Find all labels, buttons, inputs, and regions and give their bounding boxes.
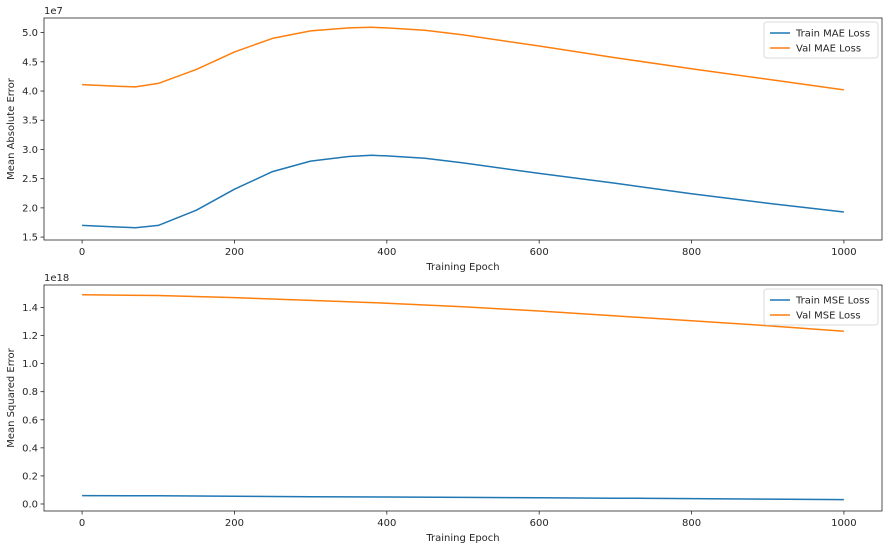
mse-y-axis-label: Mean Squared Error xyxy=(6,347,17,447)
mse-legend-box xyxy=(763,288,879,326)
mae-y-tick-label: 2.5 xyxy=(22,174,38,185)
mae-y-tick-label: 3.0 xyxy=(22,145,38,156)
mae-y-tick-label: 4.0 xyxy=(22,87,38,98)
mae-y-tick-label: 5.0 xyxy=(22,28,38,39)
mae-series-line-2 xyxy=(82,26,845,91)
mse-legend-label-1: Train MSE Loss xyxy=(795,296,870,307)
mae-x-tick-label: 1000 xyxy=(831,247,856,258)
mae-series-line-1 xyxy=(82,154,844,229)
mae-x-tick-label: 400 xyxy=(377,247,396,258)
mse-x-tick-label: 600 xyxy=(530,518,549,529)
mse-x-tick-label: 1000 xyxy=(831,518,856,529)
mae-legend-label-1: Train MAE Loss xyxy=(795,29,870,40)
mae-axes-frame xyxy=(43,17,883,241)
mae-x-tick-label: 200 xyxy=(225,247,244,258)
mae-y-tick-label: 4.5 xyxy=(22,57,38,68)
mse-y-tick-label: 0.0 xyxy=(22,499,38,510)
mse-axes-frame xyxy=(43,284,883,512)
mse-y-tick-label: 0.6 xyxy=(22,415,38,426)
mae-x-axis-label: Training Epoch xyxy=(425,262,499,273)
mse-y-tick-label: 0.4 xyxy=(22,443,38,454)
mse-x-tick-label: 200 xyxy=(225,518,244,529)
mae-legend: Train MAE Loss Val MAE Loss xyxy=(763,21,879,59)
mae-y-tick-label: 2.0 xyxy=(22,203,38,214)
mse-series-line-1 xyxy=(82,494,844,501)
mse-legend: Train MSE Loss Val MSE Loss xyxy=(763,288,879,326)
mae-x-tick-label: 600 xyxy=(530,247,549,258)
mse-y-tick-label: 0.2 xyxy=(22,471,38,482)
mae-x-tick-label: 0 xyxy=(79,247,85,258)
mae-y-axis-label: Mean Absolute Error xyxy=(6,77,17,180)
mse-x-tick-label: 400 xyxy=(377,518,396,529)
mse-x-axis-label: Training Epoch xyxy=(425,533,499,544)
mae-y-tick-label: 1.5 xyxy=(22,233,38,244)
mse-scale-offset-label: 1e18 xyxy=(44,273,69,284)
mae-chart-panel: 0 200 400 600 800 1000 1.5 2.0 2.5 3.0 3.5 4.0 4.5 5.… xyxy=(6,6,883,273)
mse-y-tick-label: 1.0 xyxy=(22,359,38,370)
mse-x-tick-label: 800 xyxy=(682,518,701,529)
mse-series-line-2 xyxy=(82,294,844,333)
mse-chart-panel: 0 200 400 600 800 1000 0.0 0.2 0.4 0.6 0.8 1.0 1.2 1.… xyxy=(6,273,883,544)
mse-y-tick-label: 1.2 xyxy=(22,331,38,342)
mae-y-tick-label: 3.5 xyxy=(22,116,38,127)
mae-legend-box xyxy=(763,21,879,59)
mae-scale-offset-label: 1e7 xyxy=(44,6,63,17)
mse-y-tick-label: 1.4 xyxy=(22,303,38,314)
mse-x-tick-label: 0 xyxy=(79,518,85,529)
mae-x-tick-label: 800 xyxy=(682,247,701,258)
mse-legend-label-2: Val MSE Loss xyxy=(796,311,861,322)
mae-legend-label-2: Val MAE Loss xyxy=(796,44,861,55)
mse-y-tick-label: 0.8 xyxy=(22,387,38,398)
